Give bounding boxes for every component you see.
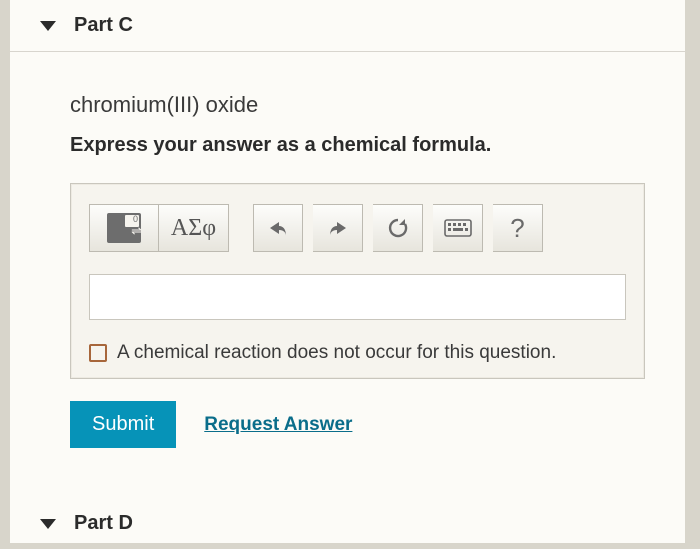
reset-icon bbox=[386, 216, 410, 240]
redo-button[interactable] bbox=[313, 204, 363, 252]
question-instruction: Express your answer as a chemical formul… bbox=[70, 134, 645, 157]
undo-icon bbox=[266, 217, 290, 239]
keyboard-icon bbox=[444, 218, 472, 238]
question-prompt: chromium(III) oxide bbox=[70, 92, 645, 118]
part-d-header[interactable]: Part D bbox=[10, 496, 685, 549]
caret-down-icon bbox=[40, 519, 56, 529]
part-c-title: Part C bbox=[74, 14, 133, 37]
part-c-header[interactable]: Part C bbox=[10, 0, 685, 52]
formula-input[interactable] bbox=[89, 274, 626, 320]
redo-icon bbox=[326, 217, 350, 239]
keyboard-button[interactable] bbox=[433, 204, 483, 252]
greek-letters-button[interactable]: ΑΣφ bbox=[159, 204, 229, 252]
request-answer-link[interactable]: Request Answer bbox=[204, 414, 352, 436]
submit-button[interactable]: Submit bbox=[70, 401, 176, 448]
help-button[interactable]: ? bbox=[493, 204, 543, 252]
no-reaction-row[interactable]: A chemical reaction does not occur for t… bbox=[89, 342, 626, 364]
action-row: Submit Request Answer bbox=[70, 401, 645, 448]
greek-label: ΑΣφ bbox=[171, 215, 216, 242]
no-reaction-checkbox[interactable] bbox=[89, 344, 107, 362]
formula-toolbar: 0 ⇌ ΑΣφ bbox=[89, 204, 626, 252]
question-content: chromium(III) oxide Express your answer … bbox=[10, 52, 685, 468]
no-reaction-label: A chemical reaction does not occur for t… bbox=[117, 342, 556, 364]
template-button[interactable]: 0 ⇌ bbox=[89, 204, 159, 252]
part-d-title: Part D bbox=[74, 512, 133, 535]
caret-down-icon bbox=[40, 21, 56, 31]
template-icon: 0 ⇌ bbox=[107, 213, 141, 243]
undo-button[interactable] bbox=[253, 204, 303, 252]
reset-button[interactable] bbox=[373, 204, 423, 252]
answer-box: 0 ⇌ ΑΣφ bbox=[70, 183, 645, 379]
help-label: ? bbox=[510, 213, 524, 244]
